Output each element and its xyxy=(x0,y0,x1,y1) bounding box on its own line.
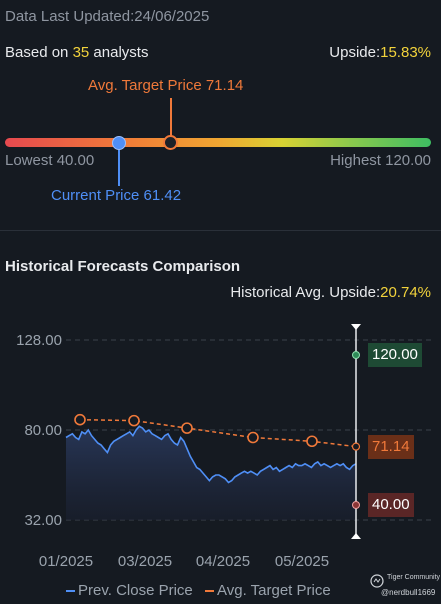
current-stem xyxy=(118,150,120,186)
x-tick-label: 05/2025 xyxy=(275,553,329,570)
range-bottom-arrow xyxy=(351,533,361,539)
upside: Upside:15.83% xyxy=(329,44,431,61)
current-price-marker xyxy=(112,136,126,150)
based-on-suffix: analysts xyxy=(93,44,149,61)
last-updated-value: 24/06/2025 xyxy=(134,8,210,25)
section-divider xyxy=(0,230,441,231)
last-updated-label: Data Last Updated: xyxy=(5,8,135,25)
analyst-count-line: Based on 35 analysts xyxy=(5,44,148,61)
target-point xyxy=(181,422,193,434)
historical-upside: Historical Avg. Upside:20.74% xyxy=(230,284,431,301)
legend-prev-close-swatch xyxy=(66,590,75,593)
price-line xyxy=(65,425,357,484)
avg-target-price-label: Avg. Target Price 71.14 xyxy=(88,77,244,94)
historical-upside-value: 20.74% xyxy=(380,284,431,301)
forecast-high-tag: 120.00 xyxy=(368,343,422,367)
target-stem xyxy=(170,98,172,136)
forecast-low-tag: 40.00 xyxy=(368,493,414,517)
forecast-low-point xyxy=(352,501,360,509)
forecast-avg-tag: 71.14 xyxy=(368,435,414,459)
upside-value: 15.83% xyxy=(380,44,431,61)
x-tick-label: 04/2025 xyxy=(196,553,250,570)
target-point xyxy=(247,431,259,444)
target-point xyxy=(74,413,86,426)
watermark-brand: Tiger Community xyxy=(387,574,441,581)
based-on-prefix: Based on xyxy=(5,44,69,61)
target-point xyxy=(128,414,140,427)
x-tick-label: 03/2025 xyxy=(118,553,172,570)
tiger-logo-icon xyxy=(370,574,384,588)
analyst-count: 35 xyxy=(72,44,90,61)
watermark-user: @nerdbull1669 xyxy=(381,588,436,597)
legend-avg-target-swatch xyxy=(205,590,214,593)
range-top-arrow xyxy=(351,324,361,330)
lowest-label: Lowest 40.00 xyxy=(5,152,95,169)
current-price-label: Current Price 61.42 xyxy=(51,187,182,204)
x-tick-label: 01/2025 xyxy=(39,553,93,570)
legend-avg-target-label: Avg. Target Price xyxy=(217,582,331,599)
y-tick-label: 128.00 xyxy=(16,332,62,349)
highest-label: Highest 120.00 xyxy=(330,152,431,169)
historical-upside-label: Historical Avg. Upside: xyxy=(230,284,381,301)
target-line xyxy=(79,418,357,448)
y-tick-label: 32.00 xyxy=(24,512,62,529)
legend-avg-target[interactable]: Avg. Target Price xyxy=(205,582,331,599)
y-tick-label: 80.00 xyxy=(24,422,62,439)
forecast-avg-point xyxy=(351,442,361,451)
target-point xyxy=(306,435,318,448)
legend-prev-close-label: Prev. Close Price xyxy=(78,582,193,599)
forecast-high-point xyxy=(352,351,360,359)
section-title: Historical Forecasts Comparison xyxy=(5,258,241,275)
price-area xyxy=(66,426,356,520)
price-range-bar xyxy=(5,138,431,147)
target-price-marker xyxy=(163,135,178,150)
last-updated: Data Last Updated:24/06/2025 xyxy=(5,8,209,25)
legend-prev-close[interactable]: Prev. Close Price xyxy=(66,582,193,599)
upside-label: Upside: xyxy=(329,44,381,61)
